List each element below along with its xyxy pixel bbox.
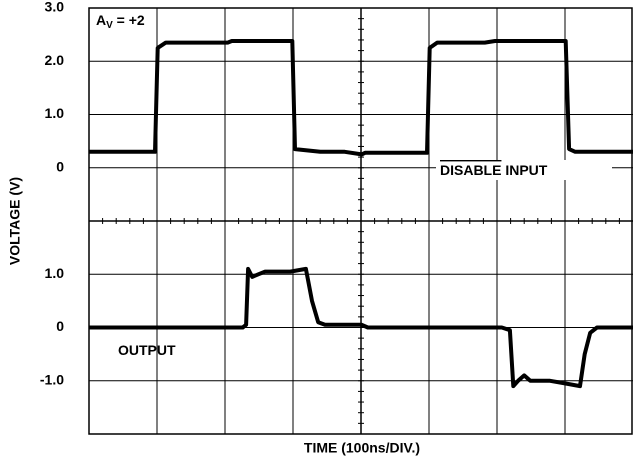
y-tick-label: -1.0	[40, 371, 64, 387]
y-tick-label: 0	[56, 318, 64, 334]
gain-annotation: AV = +2	[96, 12, 145, 31]
label-part: OUTPUT	[118, 342, 176, 358]
x-axis-label: TIME (100ns/DIV.)	[304, 440, 420, 456]
series-label: OUTPUT	[118, 342, 176, 358]
y-tick-label: 1.0	[45, 265, 65, 281]
annotation-part: A	[96, 12, 106, 28]
annotation-part: V	[106, 20, 113, 31]
label-background	[436, 160, 612, 180]
y-tick-label: 1.0	[45, 105, 65, 121]
y-axis-label: VOLTAGE (V)	[7, 177, 23, 265]
y-tick-label: 3.0	[45, 0, 65, 15]
label-part: DISABLE	[440, 162, 501, 178]
label-part: INPUT	[501, 162, 547, 178]
annotation-part: = +2	[113, 12, 145, 28]
trace	[89, 266, 633, 389]
y-tick-label: 0	[56, 158, 64, 174]
series-label: DISABLE INPUT	[440, 162, 548, 178]
y-tick-label: 2.0	[45, 52, 65, 68]
